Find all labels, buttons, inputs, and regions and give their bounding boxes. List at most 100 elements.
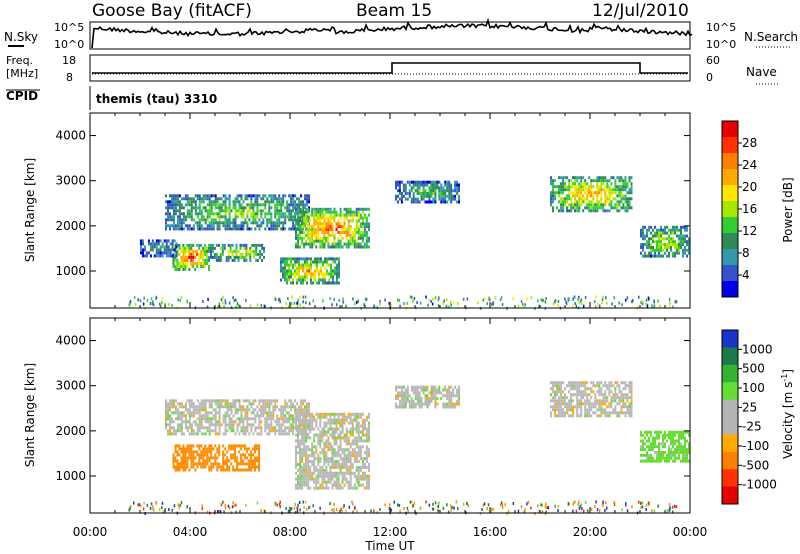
heatmap-cell bbox=[430, 391, 433, 395]
heatmap-cell bbox=[299, 468, 302, 472]
heatmap-cell bbox=[264, 215, 267, 219]
heatmap-cell bbox=[355, 439, 358, 443]
heatmap-cell bbox=[616, 402, 619, 406]
heatmap-cell bbox=[301, 477, 304, 481]
heatmap-cell bbox=[260, 215, 263, 219]
heatmap-cell bbox=[256, 456, 258, 460]
heatmap-cell bbox=[320, 272, 322, 276]
heatmap-cell bbox=[295, 445, 297, 449]
heatmap-cell bbox=[182, 227, 185, 231]
heatmap-cell bbox=[341, 418, 344, 422]
heatmap-cell bbox=[333, 421, 336, 425]
heatmap-cell bbox=[612, 176, 615, 180]
heatmap-cell bbox=[418, 200, 421, 204]
heatmap-cell bbox=[668, 503, 671, 506]
heatmap-cell bbox=[317, 225, 320, 229]
heatmap-cell bbox=[646, 240, 648, 244]
heatmap-cell bbox=[292, 203, 295, 207]
heatmap-cell bbox=[284, 408, 287, 412]
heatmap-cell bbox=[652, 439, 654, 443]
heatmap-cell bbox=[397, 194, 399, 198]
heatmap-cell bbox=[363, 477, 366, 481]
heatmap-cell bbox=[325, 460, 328, 463]
heatmap-cell bbox=[424, 180, 427, 184]
heatmap-cell bbox=[178, 417, 181, 421]
heatmap-cell bbox=[426, 402, 429, 406]
heatmap-cell bbox=[274, 420, 277, 424]
heatmap-cell bbox=[648, 246, 650, 249]
heatmap-cell bbox=[218, 420, 221, 424]
heatmap-cell bbox=[155, 248, 158, 252]
heatmap-cell bbox=[624, 200, 627, 204]
heatmap-cell bbox=[301, 460, 304, 463]
heatmap-cell bbox=[315, 433, 318, 437]
heatmap-cell bbox=[218, 411, 221, 415]
heatmap-cell bbox=[299, 454, 302, 458]
heatmap-cell bbox=[270, 417, 273, 421]
heatmap-cell bbox=[650, 445, 652, 449]
heatmap-cell bbox=[560, 197, 563, 201]
heatmap-cell bbox=[664, 243, 666, 247]
heatmap-cell bbox=[292, 215, 295, 219]
heatmap-cell bbox=[305, 228, 308, 232]
heatmap-cell bbox=[252, 447, 254, 451]
heatmap-cell bbox=[180, 429, 183, 433]
heatmap-cell bbox=[363, 433, 366, 437]
heatmap-cell bbox=[301, 412, 304, 416]
heatmap-cell bbox=[295, 245, 297, 249]
heatmap-cell bbox=[198, 417, 201, 421]
heatmap-cell bbox=[300, 266, 302, 270]
heatmap-cell bbox=[332, 281, 334, 285]
heatmap-cell bbox=[568, 384, 571, 388]
heatmap-cell bbox=[624, 396, 627, 400]
heatmap-cell bbox=[319, 442, 322, 446]
heatmap-cell bbox=[218, 432, 221, 436]
heatmap-cell bbox=[268, 414, 271, 418]
heatmap-cell bbox=[206, 224, 209, 228]
heatmap-cell bbox=[224, 298, 226, 302]
heatmap-cell bbox=[357, 480, 360, 484]
heatmap-cell bbox=[416, 402, 419, 406]
heatmap-cell bbox=[212, 243, 214, 247]
heatmap-cell bbox=[272, 200, 275, 204]
heatmap-cell bbox=[556, 399, 558, 403]
heatmap-cell bbox=[560, 191, 563, 195]
heatmap-cell bbox=[624, 384, 627, 388]
heatmap-cell bbox=[578, 399, 581, 403]
heatmap-cell bbox=[434, 399, 437, 403]
heatmap-cell bbox=[586, 206, 589, 210]
heatmap-cell bbox=[412, 194, 415, 198]
heatmap-cell bbox=[355, 210, 358, 214]
heatmap-cell bbox=[226, 423, 229, 427]
heatmap-cell bbox=[454, 186, 457, 190]
heatmap-cell bbox=[258, 432, 261, 436]
heatmap-cell bbox=[307, 463, 310, 466]
heatmap-cell bbox=[280, 408, 283, 412]
heatmap-cell bbox=[680, 448, 682, 452]
heatmap-cell bbox=[196, 194, 199, 198]
heatmap-cell bbox=[355, 457, 358, 461]
heatmap-cell bbox=[206, 456, 209, 460]
heatmap-cell bbox=[317, 415, 320, 419]
heatmap-cell bbox=[206, 218, 209, 222]
heatmap-cell bbox=[274, 426, 277, 430]
heatmap-cell bbox=[642, 246, 644, 249]
heatmap-cell bbox=[210, 447, 213, 451]
heatmap-cell bbox=[628, 390, 631, 394]
heatmap-cell bbox=[359, 225, 362, 229]
heatmap-cell bbox=[418, 399, 421, 403]
heatmap-cell bbox=[245, 298, 247, 302]
heatmap-cell bbox=[626, 405, 629, 409]
heatmap-cell bbox=[200, 215, 203, 219]
heatmap-cell bbox=[155, 254, 158, 258]
heatmap-cell bbox=[210, 249, 212, 253]
heatmap-cell bbox=[656, 456, 658, 460]
heatmap-cell bbox=[450, 397, 453, 400]
heatmap-cell bbox=[172, 402, 175, 406]
heatmap-cell bbox=[258, 444, 260, 448]
heatmap-cell bbox=[368, 439, 370, 443]
heatmap-cell bbox=[588, 399, 591, 403]
heatmap-cell bbox=[678, 251, 680, 255]
heatmap-cell bbox=[258, 414, 261, 418]
heatmap-cell bbox=[229, 255, 232, 259]
